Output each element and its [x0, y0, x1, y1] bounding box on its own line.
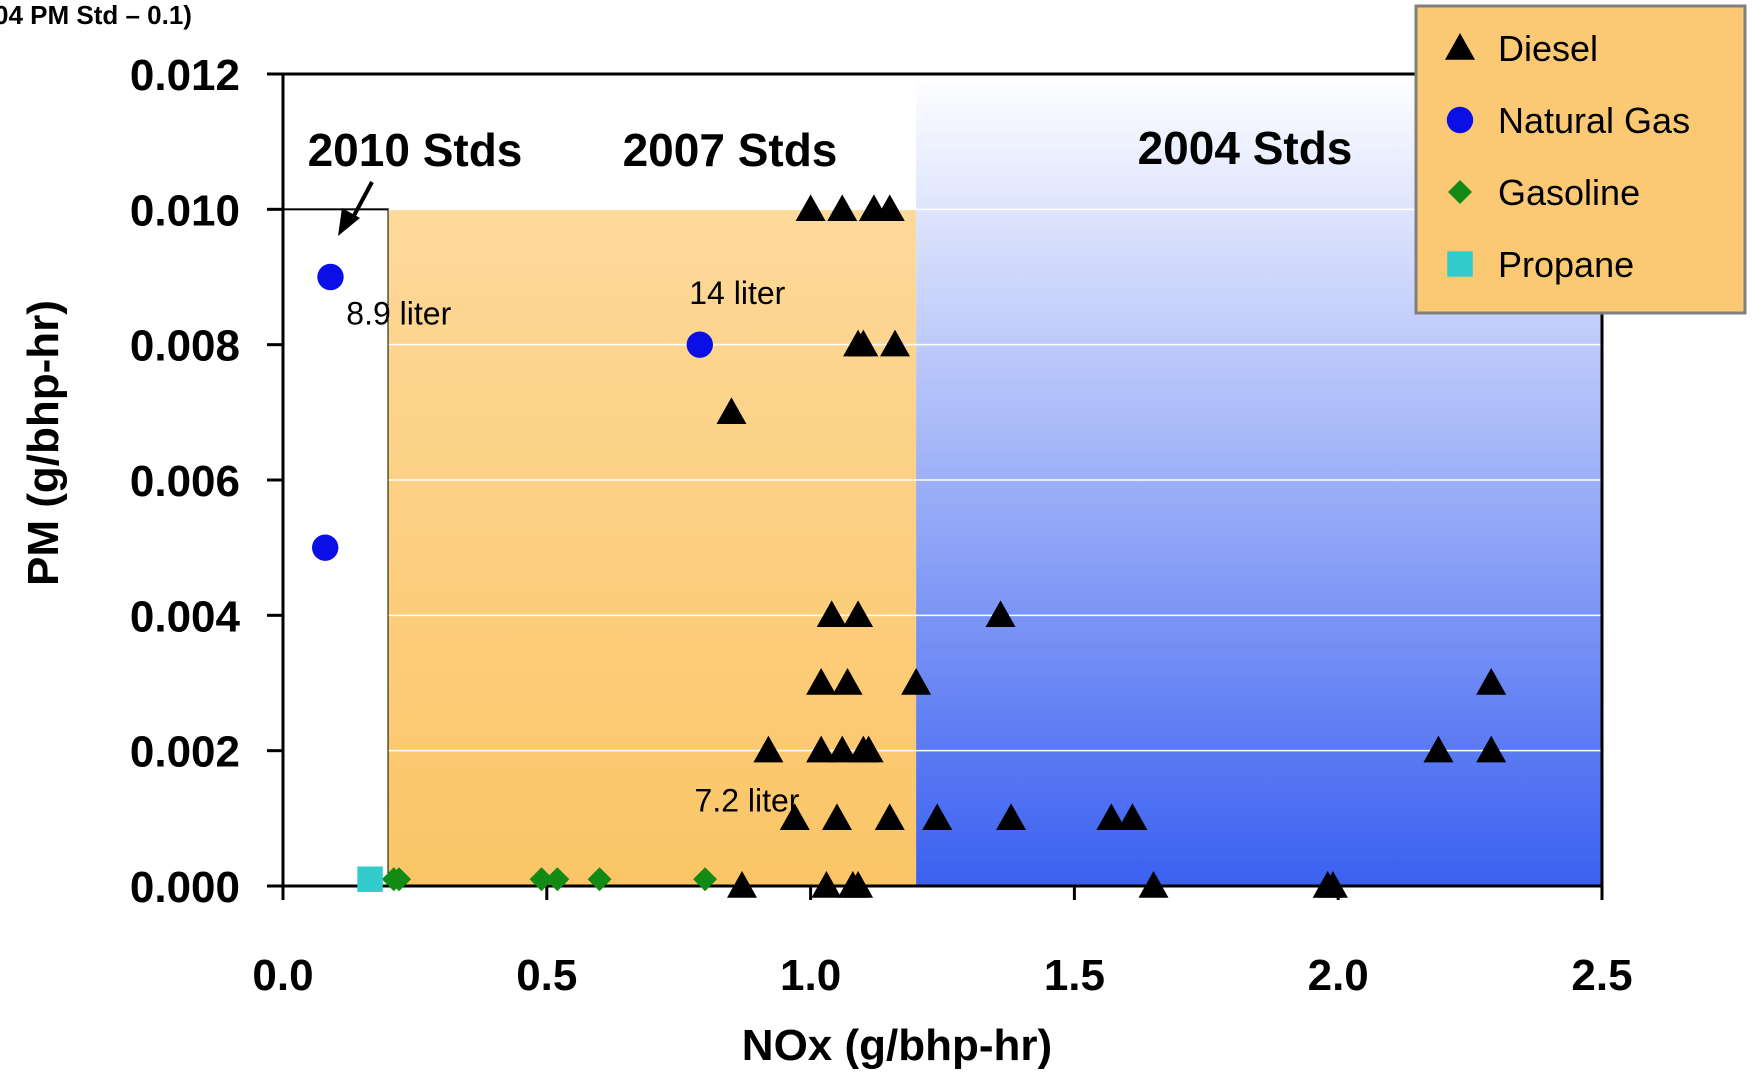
gasoline-point: [693, 867, 718, 892]
region-labels: 2010 Stds 2007 Stds 2004 Stds: [308, 122, 1353, 176]
legend: Diesel Natural Gas Gasoline Propane: [1414, 4, 1747, 315]
y-tick-label: 0.006: [130, 457, 240, 506]
diesel-point: [821, 803, 852, 831]
y-tick-label: 0.008: [130, 322, 240, 371]
data-points: [312, 194, 1507, 898]
partial-top-text: 04 PM Std – 0.1): [0, 0, 192, 30]
region-label-2007: 2007 Stds: [623, 124, 838, 176]
arrow-2010-head: [338, 208, 360, 236]
natural-gas-point: [317, 263, 344, 291]
region-label-2010: 2010 Stds: [308, 124, 523, 176]
gasoline-point: [387, 867, 412, 892]
y-tick-labels: 0.000 0.002 0.004 0.006 0.008 0.010 0.012: [130, 51, 283, 912]
x-tick-labels: 0.0 0.5 1.0 1.5 2.0 2.5: [252, 886, 1633, 1000]
diesel-point: [1117, 803, 1148, 831]
legend-gasoline-marker: [1448, 180, 1472, 204]
x-axis-title: NOx (g/bhp-hr): [742, 1021, 1052, 1070]
diesel-point: [727, 871, 758, 898]
diesel-point: [806, 668, 837, 695]
diesel-point: [827, 735, 858, 763]
diesel-point: [901, 668, 932, 695]
natural-gas-point: [686, 331, 714, 358]
y-tick-label: 0.000: [130, 863, 240, 912]
x-tick-label: 0.5: [516, 951, 577, 1000]
annotation-label: 8.9 liter: [346, 295, 451, 331]
x-tick-label: 0.0: [252, 951, 313, 1000]
diesel-point: [816, 600, 847, 628]
diesel-point: [874, 194, 905, 222]
diesel-point: [716, 397, 747, 425]
diesel-point: [795, 194, 826, 222]
y-tick-label: 0.002: [130, 728, 240, 777]
diesel-point: [1096, 803, 1127, 831]
diesel-point: [985, 600, 1016, 628]
diesel-point: [806, 735, 837, 763]
legend-diesel-marker: [1445, 33, 1475, 60]
diesel-point: [874, 803, 905, 831]
diesel-point: [1476, 735, 1507, 763]
diesel-point: [827, 194, 858, 222]
diesel-point: [811, 871, 842, 898]
annotation-label: 7.2 liter: [695, 783, 800, 819]
y-tick-label: 0.010: [130, 186, 240, 235]
legend-diesel-label: Diesel: [1498, 28, 1598, 69]
x-tick-label: 1.5: [1044, 951, 1105, 1000]
x-tick-label: 2.5: [1571, 951, 1632, 1000]
annotations: 8.9 liter 14 liter 7.2 liter: [346, 275, 800, 819]
y-tick-label: 0.004: [130, 592, 241, 641]
gasoline-point: [545, 867, 570, 892]
legend-gasoline-label: Gasoline: [1498, 172, 1640, 213]
natural-gas-point: [312, 534, 339, 561]
diesel-point: [848, 329, 879, 357]
diesel-point: [1138, 871, 1169, 898]
y-tick-label: 0.012: [130, 51, 240, 100]
propane-point: [357, 866, 383, 892]
diesel-point: [753, 735, 784, 763]
legend-propane-marker: [1447, 251, 1473, 277]
legend-natural-gas-marker: [1446, 106, 1474, 134]
gasoline-point: [529, 867, 554, 892]
diesel-point: [880, 329, 911, 357]
y-axis-title: PM (g/bhp-hr): [19, 300, 68, 586]
diesel-point: [1476, 668, 1507, 695]
x-tick-label: 2.0: [1308, 951, 1369, 1000]
diesel-point: [779, 803, 810, 831]
x-tick-label: 1.0: [780, 951, 841, 1000]
legend-propane-label: Propane: [1498, 244, 1634, 285]
annotation-label: 14 liter: [689, 275, 785, 311]
region-label-2004: 2004 Stds: [1138, 122, 1353, 174]
diesel-point: [843, 600, 874, 628]
diesel-point: [832, 668, 863, 695]
diesel-point: [853, 735, 884, 763]
gasoline-point: [587, 867, 612, 892]
diesel-point: [1423, 735, 1454, 763]
region-2007: [388, 209, 917, 887]
diesel-point: [843, 871, 874, 898]
legend-natural-gas-label: Natural Gas: [1498, 100, 1690, 141]
diesel-point: [1317, 871, 1348, 898]
diesel-point: [996, 803, 1027, 831]
diesel-point: [922, 803, 953, 831]
